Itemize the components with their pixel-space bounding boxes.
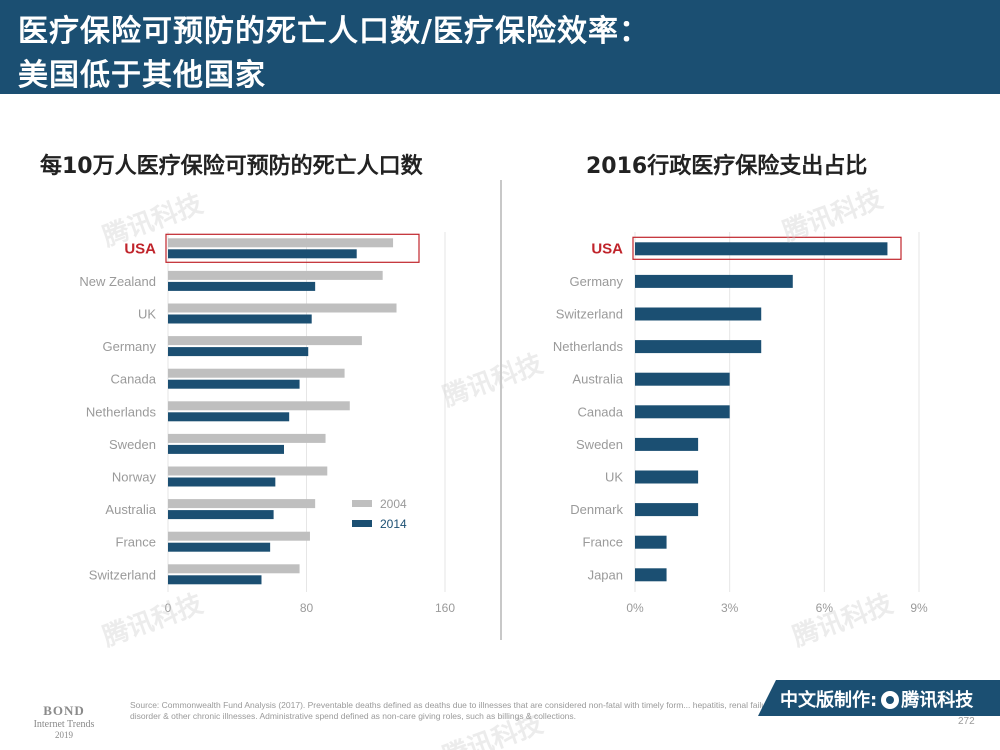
x-tick-label: 160 (435, 601, 455, 615)
right-bar-chart: 0% 3% 6% 9% USA Germany Switzerland Netherlands… (553, 232, 928, 615)
legend-label-2004: 2004 (380, 497, 407, 511)
category-label: Australia (572, 372, 623, 387)
page-number: 272 (958, 716, 975, 727)
highlight-box (632, 236, 902, 260)
bar-2014 (168, 575, 262, 585)
x-tick-label: 9% (910, 601, 928, 615)
category-label: Australia (105, 502, 156, 517)
translation-banner: 中文版制作: 腾讯科技 (758, 680, 1000, 716)
bar (635, 535, 667, 549)
bar-2004 (168, 564, 300, 574)
category-label: UK (138, 307, 156, 322)
bar (635, 568, 667, 582)
highlight-box (165, 233, 420, 263)
bar-2004 (168, 401, 350, 411)
bar-2014 (168, 314, 312, 324)
bond-logo: BOND Internet Trends 2019 (24, 703, 104, 741)
x-tick-label: 3% (721, 601, 739, 615)
chart-divider (500, 180, 502, 640)
category-label: France (116, 535, 156, 550)
bar-2014 (168, 249, 357, 259)
bar (635, 307, 762, 321)
bar (635, 437, 699, 451)
legend-label-2014: 2014 (380, 517, 407, 531)
bond-year: 2019 (55, 730, 73, 741)
tencent-logo-icon (881, 691, 900, 709)
bar (635, 372, 730, 386)
bar-2004 (168, 303, 397, 313)
source-note: Source: Commonwealth Fund Analysis (2017… (130, 700, 804, 722)
bar-2004 (168, 433, 326, 443)
category-label: Netherlands (553, 339, 624, 354)
right-chart-title: 2016行政医疗保险支出占比 (586, 154, 868, 179)
left-chart-title: 每10万人医疗保险可预防的死亡人口数 (40, 154, 423, 179)
bar-2004 (168, 270, 383, 280)
bar-2014 (168, 542, 271, 552)
bar-2004 (168, 368, 345, 378)
x-tick-label: 80 (300, 601, 314, 615)
left-bar-chart: 0 80 160 USA New Zealand UK Germany Canada Nethe… (79, 232, 455, 615)
bar-2014 (168, 412, 290, 422)
category-label: Germany (570, 274, 624, 289)
bar-2014 (168, 347, 309, 357)
category-label: New Zealand (79, 274, 156, 289)
bar-2014 (168, 281, 316, 291)
bar-2004 (168, 531, 310, 541)
legend-swatch-2004 (352, 500, 372, 507)
legend-swatch-2014 (352, 520, 372, 527)
banner-label: 中文版制作: (780, 690, 878, 711)
category-label: USA (124, 240, 156, 257)
slide-title-line-1: 医疗保险可预防的死亡人口数/医疗保险效率： (18, 14, 650, 49)
bar (635, 242, 888, 256)
bar-2004 (168, 466, 328, 476)
category-label: Switzerland (556, 307, 623, 322)
bar-2004 (168, 499, 316, 509)
x-tick-label: 0% (626, 601, 644, 615)
category-label: Norway (112, 470, 157, 485)
banner-text: 中文版制作: 腾讯科技 (780, 686, 973, 712)
bar-2004 (168, 336, 362, 346)
category-label: Sweden (576, 437, 623, 452)
bond-title: BOND (43, 703, 85, 718)
bar-2004 (168, 238, 394, 248)
bar (635, 470, 699, 484)
bar-2014 (168, 477, 276, 487)
bond-subtitle: Internet Trends (33, 718, 95, 730)
x-tick-label: 0 (165, 601, 172, 615)
category-label: Canada (110, 372, 156, 387)
slide-header: 医疗保险可预防的死亡人口数/医疗保险效率： 美国低于其他国家 (0, 0, 1000, 94)
category-label: Switzerland (89, 567, 156, 582)
bar (635, 503, 699, 517)
bar (635, 405, 730, 419)
category-label: USA (591, 240, 623, 257)
bar-2014 (168, 379, 300, 389)
banner-brand: 腾讯科技 (901, 690, 974, 711)
bar (635, 340, 762, 354)
category-label: Japan (588, 567, 623, 582)
bar (635, 274, 793, 288)
category-label: UK (605, 470, 623, 485)
category-label: Germany (103, 339, 157, 354)
slide-title-line-2: 美国低于其他国家 (18, 58, 266, 93)
category-label: Netherlands (86, 404, 157, 419)
category-label: Sweden (109, 437, 156, 452)
bar-2014 (168, 444, 284, 454)
category-label: Canada (577, 404, 623, 419)
category-label: France (583, 535, 623, 550)
category-label: Denmark (570, 502, 623, 517)
x-tick-label: 6% (816, 601, 834, 615)
bar-2014 (168, 510, 274, 520)
